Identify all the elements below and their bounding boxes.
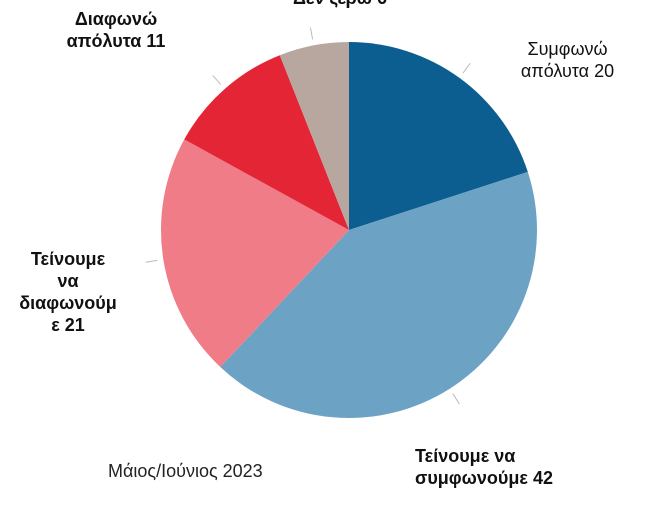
label-value: 42 <box>532 468 553 488</box>
pie-slice <box>279 42 349 230</box>
leader-line <box>462 63 471 74</box>
slice-label: Τείνουμε να συμφωνούμε 42 <box>415 445 580 489</box>
pie-slice <box>161 139 349 368</box>
slice-label: Τείνουμε να διαφωνούμε 21 <box>18 248 118 336</box>
pie-slice <box>349 42 528 230</box>
label-category: Δεν ξέρω <box>293 0 372 8</box>
label-value: 21 <box>64 315 85 335</box>
label-value: 6 <box>377 0 387 8</box>
label-category: Διαφωνώ απόλυτα <box>66 9 158 51</box>
leader-line <box>212 75 222 85</box>
label-category: Τείνουμε να διαφωνούμε <box>19 249 117 335</box>
slice-label: Διαφωνώ απόλυτα 11 <box>55 8 177 52</box>
pie-slice <box>184 55 349 230</box>
label-value: 20 <box>594 61 615 81</box>
label-category: Τείνουμε να συμφωνούμε <box>415 446 528 488</box>
leader-line <box>145 259 158 263</box>
leader-line <box>309 27 314 40</box>
label-category: Συμφωνώ απόλυτα <box>520 39 608 81</box>
label-value: 11 <box>146 31 166 51</box>
slice-label: Συμφωνώ απόλυτα 20 <box>500 38 635 82</box>
slice-label: Δεν ξέρω 6 <box>265 0 415 9</box>
pie-slice <box>220 171 537 419</box>
leader-line <box>452 393 460 405</box>
caption: Μάιος/Ιούνιος 2023 <box>108 461 263 481</box>
